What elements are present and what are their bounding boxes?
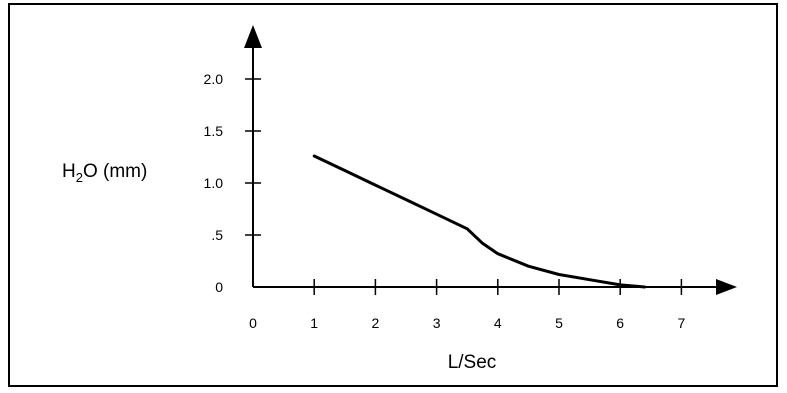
x-tick-label: 6	[616, 315, 624, 331]
y-tick-label: 0	[215, 279, 223, 295]
y-axis-label-subscript: 2	[76, 170, 83, 185]
y-axis-label-rest: O (mm)	[83, 161, 147, 182]
x-tick-label: 3	[433, 315, 441, 331]
y-axis-arrow	[244, 25, 262, 48]
y-tick-label: 2.0	[204, 71, 224, 87]
x-tick-label: 0	[249, 315, 257, 331]
x-tick-label: 4	[494, 315, 502, 331]
series-line	[312, 154, 647, 289]
y-tick-label: .5	[211, 227, 223, 243]
y-axis-label: H2O (mm)	[62, 161, 147, 185]
x-axis-label: L/Sec	[448, 352, 497, 373]
x-ticks: 0 1 2 3 4 5 6 7	[249, 279, 686, 331]
x-tick-label: 1	[310, 315, 318, 331]
axes	[244, 25, 737, 295]
y-ticks: 0 .5 1.0 1.5 2.0	[204, 71, 261, 295]
x-axis-arrow	[716, 279, 737, 295]
y-axis-label-base: H	[62, 161, 76, 182]
x-tick-label: 7	[678, 315, 686, 331]
y-tick-label: 1.5	[204, 123, 224, 139]
y-tick-label: 1.0	[204, 175, 224, 191]
x-tick-label: 2	[372, 315, 380, 331]
x-tick-label: 5	[555, 315, 563, 331]
